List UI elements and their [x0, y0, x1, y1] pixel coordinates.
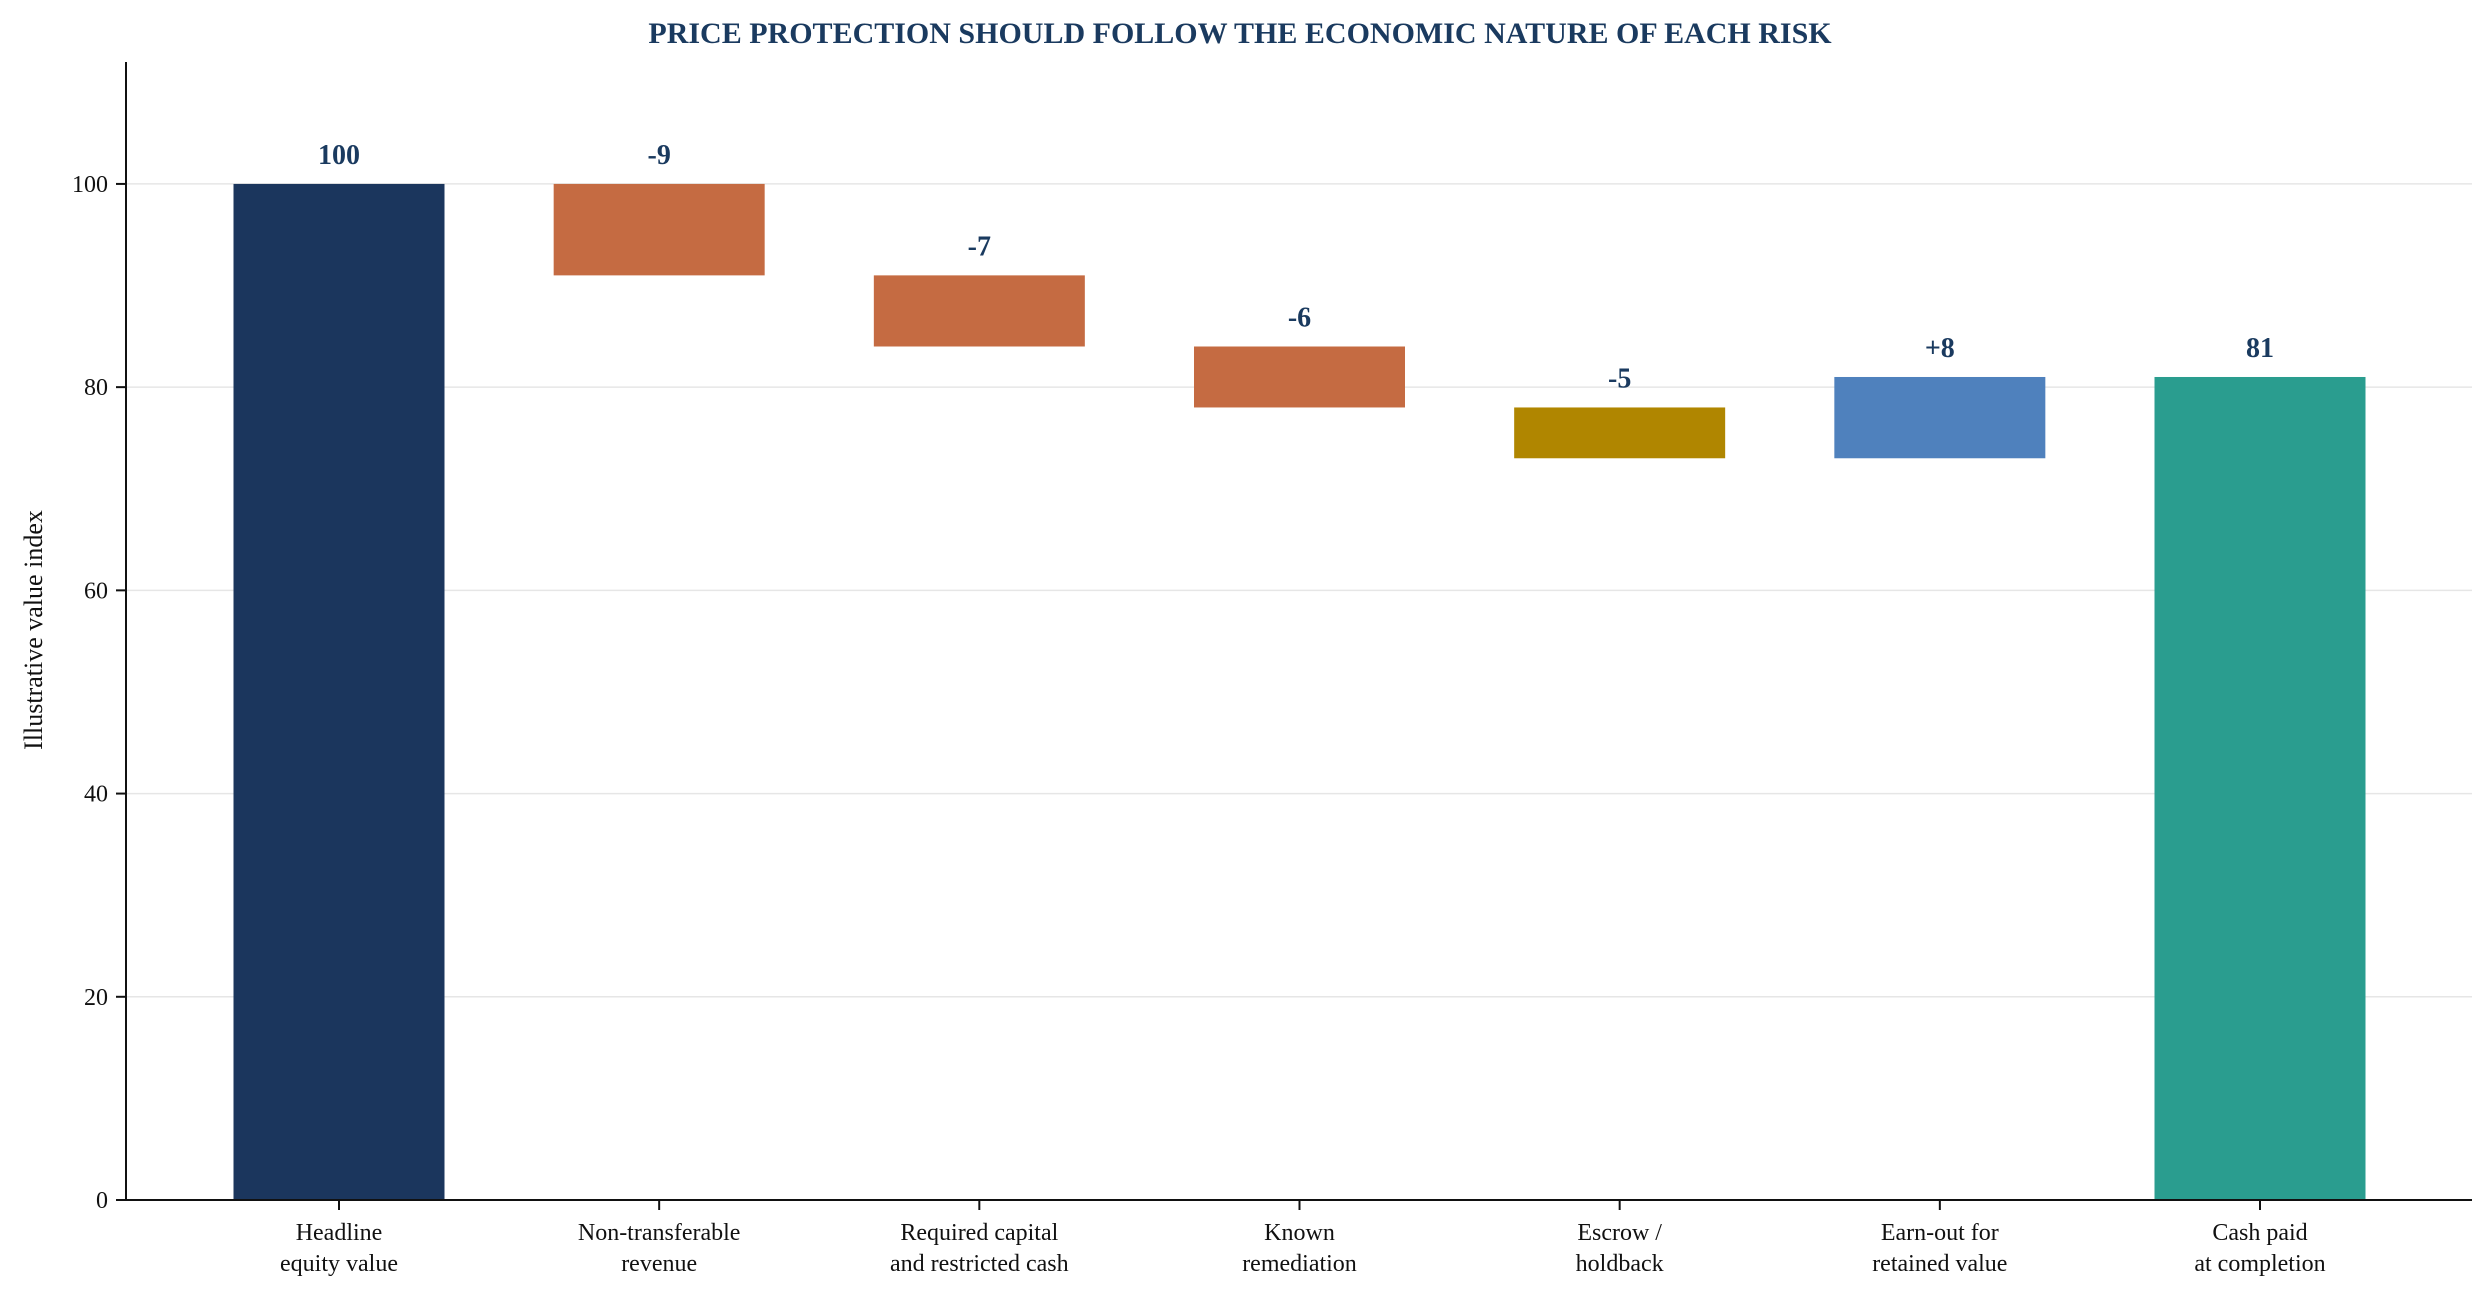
bar-2	[553, 183, 765, 276]
x-tick-label: Cash paid at completion	[2194, 1220, 2325, 1277]
x-tick-label-line: retained value	[1872, 1251, 2007, 1277]
axis-layer: 0 20 40 60 80 100 Headline equity value Non-tran…	[72, 62, 2472, 1277]
y-tick-label: 80	[84, 375, 108, 401]
bar-3	[873, 275, 1085, 347]
x-tick-label-line: at completion	[2194, 1251, 2325, 1277]
label-layer: 100 -9 -7 -6 -5 +8 81	[318, 140, 2274, 395]
y-tick-label: 100	[72, 172, 108, 198]
x-tick-label: Headline equity value	[280, 1220, 398, 1277]
bar-layer	[233, 183, 2366, 1200]
y-tick-label: 40	[84, 782, 108, 808]
y-tick-label: 0	[96, 1188, 108, 1214]
x-tick-label-line: revenue	[621, 1251, 697, 1277]
x-tick-label: Known remediation	[1242, 1220, 1357, 1277]
y-tick-label: 20	[84, 985, 108, 1011]
y-tick-label: 60	[84, 578, 108, 604]
x-tick-label: Earn-out for retained value	[1872, 1220, 2007, 1277]
bar-6	[1834, 376, 2046, 459]
grid-layer	[126, 183, 2472, 998]
x-tick-label-line: Earn-out for	[1881, 1220, 1999, 1246]
y-axis-label: Illustrative value index	[19, 510, 48, 750]
bar-1	[233, 183, 445, 1200]
x-tick-label-line: Required capital	[900, 1220, 1058, 1246]
bar-4	[1194, 346, 1405, 408]
x-tick-label: Required capital and restricted cash	[890, 1220, 1069, 1277]
x-tick-label-line: holdback	[1576, 1251, 1664, 1277]
chart-title: PRICE PROTECTION SHOULD FOLLOW THE ECONO…	[648, 17, 1832, 50]
data-label: -6	[1288, 303, 1311, 334]
data-label: -9	[648, 140, 671, 171]
x-tick-label: Non-transferable revenue	[578, 1220, 741, 1277]
data-label: -5	[1608, 363, 1631, 394]
x-tick-label-line: Escrow /	[1577, 1220, 1662, 1246]
bar-7	[2154, 376, 2366, 1200]
x-tick-label-line: and restricted cash	[890, 1251, 1069, 1277]
x-tick-label-line: Headline	[296, 1220, 383, 1246]
data-label: +8	[1925, 333, 1955, 364]
x-tick-label-line: Non-transferable	[578, 1220, 741, 1246]
x-tick-label-line: remediation	[1242, 1251, 1357, 1277]
data-label: 81	[2246, 333, 2274, 364]
x-tick-label: Escrow / holdback	[1576, 1220, 1664, 1277]
data-label: -7	[968, 231, 991, 262]
data-label: 100	[318, 140, 360, 171]
x-tick-label-line: Cash paid	[2212, 1220, 2307, 1246]
x-tick-label-line: Known	[1264, 1220, 1335, 1246]
x-tick-label-line: equity value	[280, 1251, 398, 1277]
bar-5	[1514, 407, 1726, 459]
